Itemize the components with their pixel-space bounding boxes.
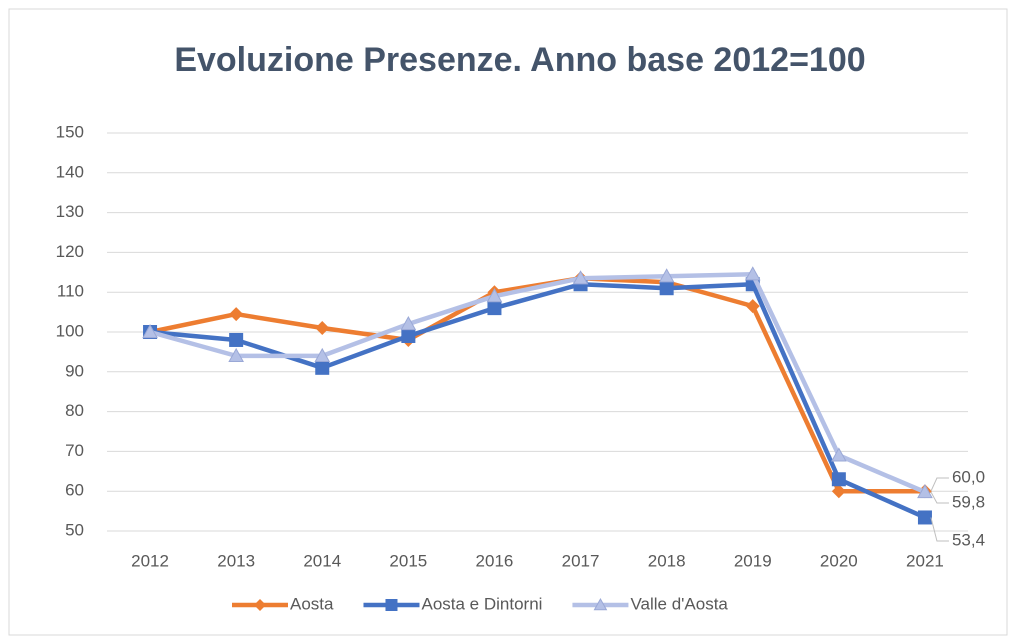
marker [572,270,589,285]
y-tick-label: 130 [56,202,84,221]
data-label: 59,8 [952,492,985,511]
x-tick-label: 2020 [820,551,858,570]
marker [401,328,416,343]
legend-label: Aosta [290,594,334,613]
legend-label: Valle d'Aosta [630,594,728,613]
marker [917,483,933,499]
marker [831,472,846,487]
marker [487,301,502,316]
chart-title: Evoluzione Presenze. Anno base 2012=100 [174,41,865,79]
y-tick-label: 70 [65,441,84,460]
x-tick-label: 2013 [217,551,255,570]
y-tick-label: 100 [56,321,84,340]
marker [314,347,331,362]
marker [229,307,244,322]
y-tick-label: 60 [65,481,84,500]
chart-frame [8,8,1008,636]
marker [142,323,158,339]
marker [917,510,932,525]
y-tick-label: 150 [56,122,84,141]
y-tick-label: 110 [57,282,84,301]
x-tick-label: 2018 [648,551,686,570]
x-tick-label: 2016 [476,551,514,570]
legend-marker [593,597,608,611]
legend-marker [385,599,398,611]
marker [229,332,244,347]
x-tick-label: 2012 [131,551,169,570]
series-line [149,272,926,495]
y-tick-label: 90 [65,361,84,380]
y-tick-label: 50 [65,520,84,539]
marker [228,347,244,362]
marker [486,288,503,303]
marker [745,299,760,314]
data-label: 60,0 [952,467,985,486]
x-tick-label: 2015 [389,551,427,570]
x-tick-label: 2014 [303,551,341,570]
legend-label: Aosta e Dintorni [421,594,542,613]
x-tick-label: 2021 [906,551,944,570]
marker [831,484,846,499]
marker [315,360,330,375]
x-tick-label: 2017 [562,551,600,570]
marker [831,447,847,462]
marker [400,316,417,331]
legend-marker [254,599,266,611]
marker [315,321,330,336]
y-tick-label: 140 [56,162,84,181]
label-leader [930,477,949,492]
label-leader [930,491,949,504]
y-tick-label: 80 [65,401,84,420]
marker [744,266,761,281]
data-label: 53,4 [952,530,985,549]
label-leader [930,517,949,542]
marker [658,268,675,283]
x-tick-label: 2019 [734,551,772,570]
y-tick-label: 120 [56,242,84,261]
marker [659,281,674,296]
